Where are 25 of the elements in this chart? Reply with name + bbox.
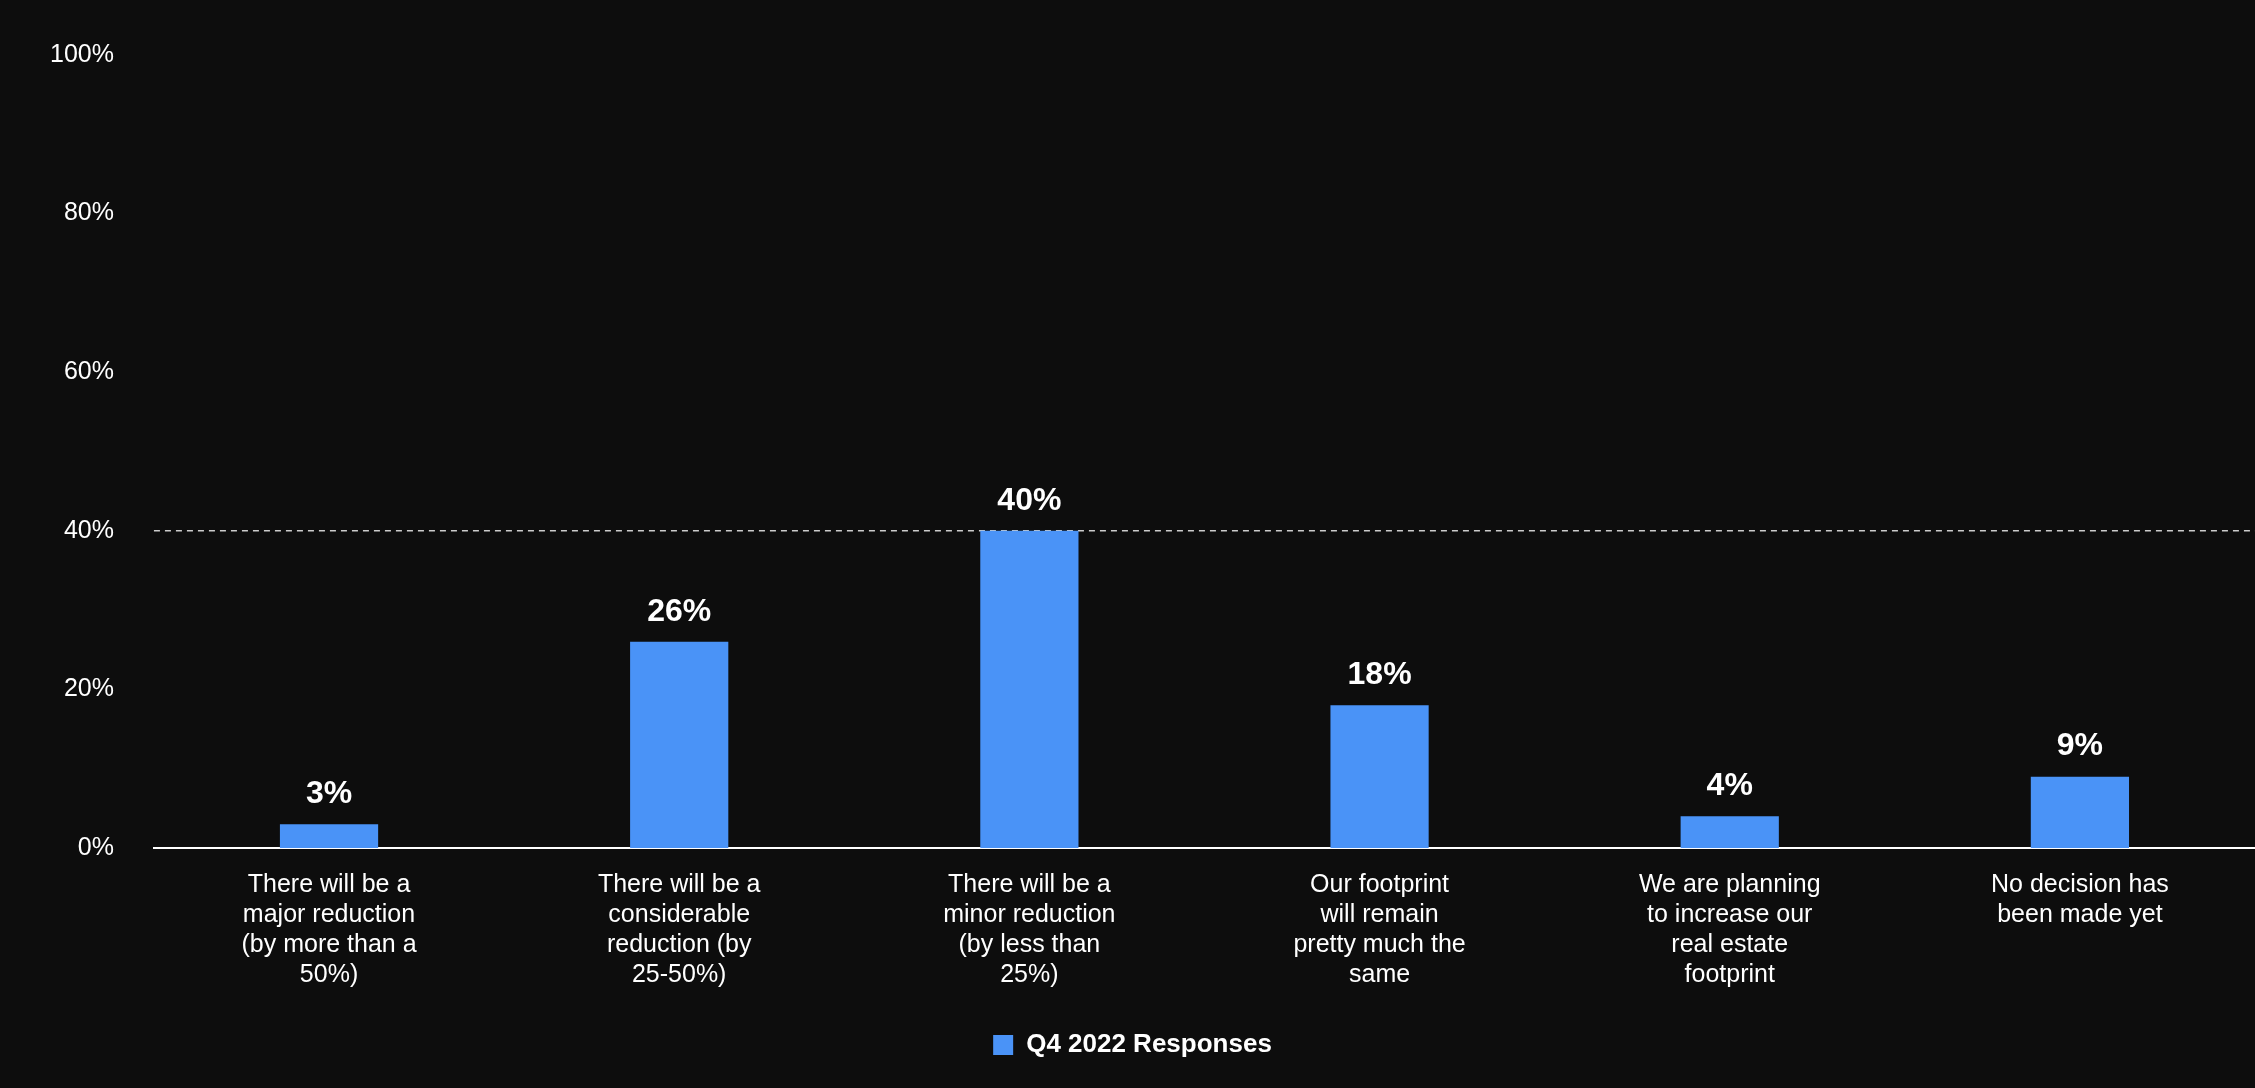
text: 3%: [305, 774, 353, 811]
bar: [279, 824, 379, 848]
x-tick-label: No decision has been made yet: [1990, 868, 2169, 927]
y-tick-label: 20%: [63, 673, 114, 702]
bar: [2030, 776, 2130, 848]
text: 26%: [647, 591, 712, 628]
bar: [1680, 816, 1779, 848]
text: 9%: [2056, 726, 2104, 763]
x-tick-label: We are planning to increase our real estate footprint: [1638, 868, 1821, 987]
y-tick-label: 100%: [49, 38, 114, 67]
text: 18%: [1347, 655, 1412, 692]
y-tick-label: 0%: [77, 831, 114, 860]
bar: [980, 530, 1079, 848]
x-tick-label: Our footprint will remain pretty much the same: [1293, 868, 1466, 987]
y-tick-label: 40%: [63, 514, 114, 543]
text: 4%: [1706, 766, 1753, 803]
bar: [1330, 705, 1429, 848]
bar: [630, 641, 729, 848]
y-tick-label: 80%: [63, 197, 114, 226]
legend-label: Q4 2022 Responses: [1026, 1028, 1272, 1059]
text: 40%: [997, 480, 1062, 517]
y-tick-label: 60%: [63, 356, 114, 385]
x-tick-label: There will be a major reduction (by more than a 50%): [241, 868, 417, 987]
x-tick-label: There will be a minor reduction (by less than 25%): [943, 868, 1116, 987]
x-tick-label: There will be a considerable reduction (by 25-50%): [597, 868, 761, 987]
